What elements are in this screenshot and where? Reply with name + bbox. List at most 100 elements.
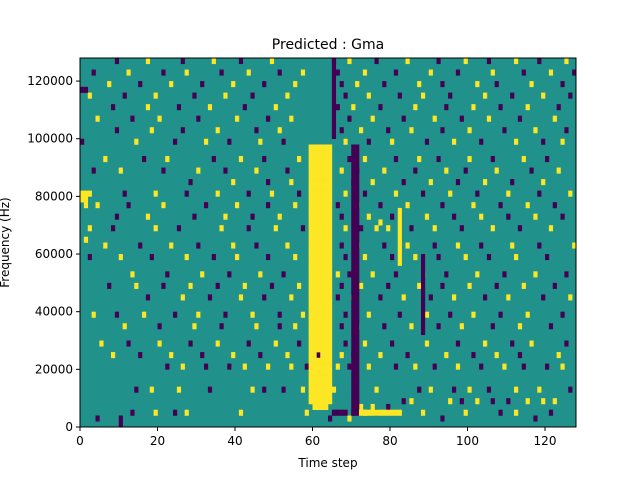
heatmap-cell (320, 311, 325, 318)
heatmap-cell (351, 104, 356, 111)
heatmap-cell (331, 58, 337, 65)
heatmap-cell (324, 225, 329, 232)
heatmap-cell (227, 138, 232, 145)
heatmap-cell (440, 81, 445, 88)
heatmap-cell (432, 225, 437, 232)
heatmap-cell (114, 58, 120, 65)
heatmap-cell (393, 409, 399, 416)
heatmap-cell (324, 357, 329, 364)
heatmap-cell (320, 144, 325, 151)
heatmap-cell (153, 409, 158, 416)
heatmap-cell (308, 236, 313, 243)
heatmap-cell (428, 69, 433, 76)
heatmap-cell (343, 409, 348, 416)
heatmap-cell (87, 254, 92, 261)
heatmap-cell (180, 294, 185, 301)
heatmap-cell (328, 282, 333, 289)
heatmap-cell (258, 138, 263, 145)
heatmap-cell (316, 225, 321, 232)
heatmap-cell (320, 259, 325, 266)
heatmap-cell (277, 323, 282, 330)
heatmap-cell (328, 219, 333, 226)
heatmap-cell (320, 282, 325, 289)
heatmap-cell (355, 207, 360, 214)
heatmap-cell (176, 225, 182, 232)
heatmap-cell (312, 392, 317, 399)
heatmap-cell (308, 219, 313, 226)
heatmap-cell (366, 409, 371, 416)
heatmap-cell (328, 363, 333, 370)
x-tick-label: 80 (382, 434, 397, 448)
heatmap-cell (297, 340, 302, 347)
heatmap-cell (328, 173, 333, 180)
heatmap-cell (312, 236, 317, 243)
heatmap-cell (91, 69, 96, 76)
heatmap-cell (324, 392, 329, 399)
heatmap-cell (211, 156, 216, 163)
heatmap-cell (355, 386, 360, 393)
heatmap-cell (428, 294, 433, 301)
heatmap-cell (459, 115, 464, 122)
heatmap-cell (355, 392, 360, 399)
heatmap-cell (165, 271, 170, 278)
heatmap-cell (552, 115, 557, 122)
heatmap-cell (331, 75, 337, 82)
heatmap-cell (83, 236, 89, 243)
heatmap-cell (262, 156, 267, 163)
heatmap-cell (343, 138, 348, 145)
heatmap-cell (351, 392, 356, 399)
heatmap-cell (355, 334, 360, 341)
heatmap-cell (328, 265, 333, 272)
heatmap-cell (328, 288, 333, 295)
heatmap-cell (281, 386, 286, 393)
heatmap-cell (176, 386, 182, 393)
heatmap-cell (351, 340, 356, 347)
chart-title: Predicted : Gma (272, 37, 384, 53)
heatmap-cell (339, 167, 344, 174)
heatmap-cell (80, 138, 85, 145)
heatmap-cell (386, 127, 391, 134)
heatmap-cell (320, 317, 325, 324)
heatmap-cell (238, 58, 244, 65)
heatmap-cell (568, 92, 573, 99)
heatmap-cell (351, 167, 356, 174)
heatmap-cell (320, 213, 325, 220)
heatmap-cell (207, 294, 213, 301)
heatmap-cell (312, 156, 317, 163)
heatmap-cell (111, 104, 116, 111)
heatmap-cell (339, 323, 344, 330)
heatmap-cell (254, 323, 259, 330)
heatmap-cell (285, 92, 290, 99)
heatmap-cell (355, 184, 360, 191)
heatmap-cell (312, 282, 317, 289)
heatmap-cell (297, 156, 302, 163)
heatmap-cell (506, 190, 511, 197)
heatmap-cell (316, 184, 321, 191)
heatmap-cell (347, 58, 352, 65)
heatmap-cell (273, 104, 278, 111)
heatmap-cell (312, 219, 317, 226)
heatmap-cell (87, 92, 92, 99)
heatmap-cell (114, 213, 120, 220)
heatmap-cell (324, 265, 329, 272)
heatmap-cell (351, 352, 356, 359)
heatmap-cell (351, 196, 356, 203)
heatmap-cell (308, 380, 313, 387)
heatmap-cell (320, 190, 325, 197)
heatmap-cell (424, 340, 430, 347)
heatmap-cell (355, 179, 360, 186)
heatmap-cell (382, 323, 387, 330)
heatmap-cell (390, 138, 395, 145)
heatmap-cell (448, 190, 453, 197)
heatmap-cell (312, 334, 317, 341)
heatmap-cell (324, 213, 329, 220)
heatmap-cell (564, 340, 569, 347)
heatmap-cell (320, 363, 325, 370)
heatmap-cell (455, 363, 461, 370)
heatmap-cell (316, 144, 321, 151)
heatmap-cell (95, 115, 100, 122)
heatmap-cell (328, 415, 333, 422)
heatmap-cell (351, 409, 356, 416)
heatmap-cell (308, 259, 313, 266)
heatmap-cell (413, 104, 418, 111)
